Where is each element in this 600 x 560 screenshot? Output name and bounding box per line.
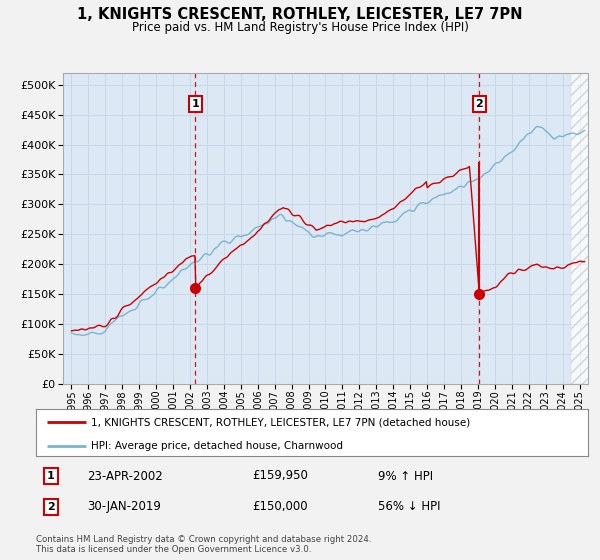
Text: £159,950: £159,950 — [252, 469, 308, 483]
Text: 2: 2 — [47, 502, 55, 512]
Text: 30-JAN-2019: 30-JAN-2019 — [87, 500, 161, 514]
Text: 23-APR-2002: 23-APR-2002 — [87, 469, 163, 483]
Text: HPI: Average price, detached house, Charnwood: HPI: Average price, detached house, Char… — [91, 441, 343, 451]
Text: 1: 1 — [191, 99, 199, 109]
Text: Contains HM Land Registry data © Crown copyright and database right 2024.
This d: Contains HM Land Registry data © Crown c… — [36, 535, 371, 554]
Text: 1, KNIGHTS CRESCENT, ROTHLEY, LEICESTER, LE7 7PN: 1, KNIGHTS CRESCENT, ROTHLEY, LEICESTER,… — [77, 7, 523, 22]
Text: 1: 1 — [47, 471, 55, 481]
Text: 56% ↓ HPI: 56% ↓ HPI — [378, 500, 440, 514]
Text: 9% ↑ HPI: 9% ↑ HPI — [378, 469, 433, 483]
Text: Price paid vs. HM Land Registry's House Price Index (HPI): Price paid vs. HM Land Registry's House … — [131, 21, 469, 34]
Text: £150,000: £150,000 — [252, 500, 308, 514]
Text: 1, KNIGHTS CRESCENT, ROTHLEY, LEICESTER, LE7 7PN (detached house): 1, KNIGHTS CRESCENT, ROTHLEY, LEICESTER,… — [91, 417, 470, 427]
Text: 2: 2 — [475, 99, 483, 109]
